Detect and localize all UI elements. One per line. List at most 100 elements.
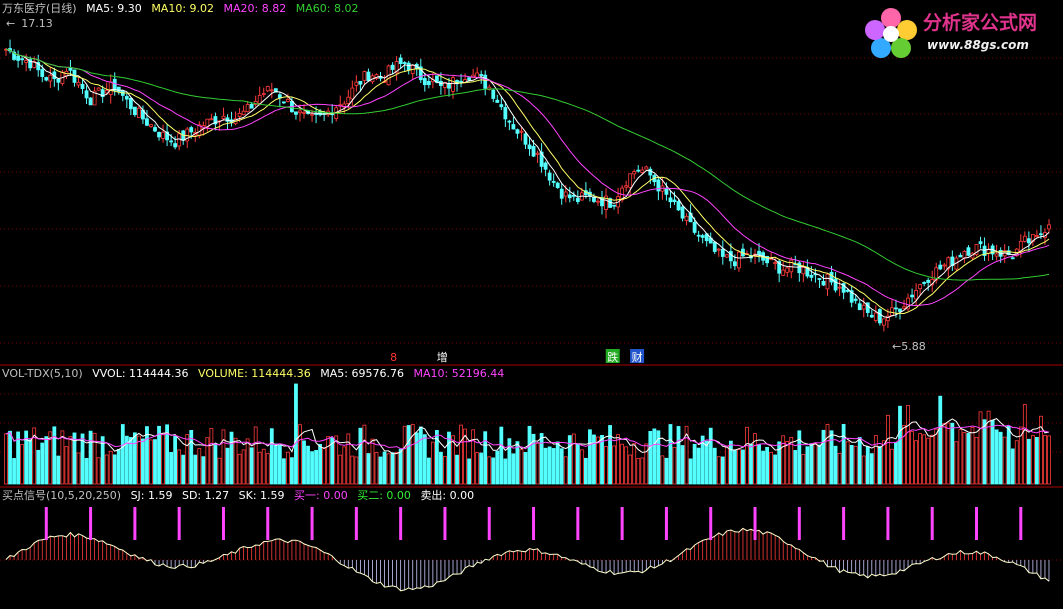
volume-bar <box>680 445 685 485</box>
volume-bar <box>592 434 596 485</box>
candle-body <box>696 234 701 237</box>
volume-bar <box>390 452 395 485</box>
volume-bar <box>841 424 846 485</box>
volume-bar <box>628 454 633 485</box>
candle-body <box>809 274 814 278</box>
volume-bar <box>281 458 286 485</box>
volume-bar <box>579 449 584 485</box>
event-marker: 增 <box>437 350 448 364</box>
candle-body <box>837 286 842 289</box>
candle-body <box>555 182 560 188</box>
candle-body <box>36 62 41 71</box>
volume-bar <box>644 443 649 485</box>
candle-body <box>592 197 596 202</box>
volume-bar <box>418 426 423 485</box>
volume-bar <box>141 438 145 485</box>
price-header: 万东医疗(日线) MA5: 9.30 MA10: 9.02 MA20: 8.82… <box>2 2 364 16</box>
volume-bar <box>217 457 222 485</box>
candle-body <box>632 171 637 175</box>
volume-bar <box>56 455 61 485</box>
candle-body <box>938 264 943 270</box>
candle-body <box>906 297 910 310</box>
candle-body <box>213 116 218 125</box>
candle-body <box>946 257 951 270</box>
volume-bar <box>688 458 693 485</box>
volume-bar <box>181 454 186 485</box>
volume-bar <box>962 432 967 485</box>
volume-bar <box>704 440 709 485</box>
volume-bar <box>402 425 407 485</box>
candle-body <box>1010 257 1015 260</box>
volume-bar <box>632 443 637 485</box>
volume-bar <box>342 446 347 485</box>
candle-body <box>797 262 802 274</box>
volume-bar <box>128 437 133 485</box>
candle-body <box>789 259 794 273</box>
volume-bar <box>761 450 765 485</box>
candle-body <box>80 83 85 89</box>
volume-bar <box>326 436 331 485</box>
candle-body <box>527 144 532 150</box>
candle-body <box>418 66 423 81</box>
volume-bar <box>398 448 403 485</box>
candle-body <box>362 71 367 81</box>
volume-bar <box>737 449 741 485</box>
volume-bar <box>330 437 335 485</box>
candle-body <box>503 107 508 120</box>
volume-bar <box>539 433 544 485</box>
volume-bar <box>773 454 778 485</box>
candle-body <box>664 188 669 195</box>
volume-bar <box>600 434 604 485</box>
candle-body <box>833 278 838 291</box>
ma5-line <box>5 48 1050 319</box>
candle-body <box>978 241 983 245</box>
candle-body <box>559 188 564 199</box>
logo-title: 分析家公式网 <box>923 12 1038 34</box>
volume-bar <box>185 434 190 485</box>
volume-bar <box>938 395 943 485</box>
candle-body <box>672 199 677 203</box>
volume-bar <box>640 457 645 485</box>
candle-body <box>825 273 830 290</box>
volume-bar <box>467 458 472 485</box>
volume-bar <box>793 450 798 485</box>
volume-bar <box>434 430 439 485</box>
candle-body <box>116 86 121 93</box>
candle-body <box>668 197 673 203</box>
candle-body <box>934 267 939 281</box>
volume-bar <box>551 448 556 485</box>
candle-body <box>829 271 834 283</box>
candle-body <box>547 172 552 181</box>
volume-bar <box>978 411 983 485</box>
volume-bar <box>1035 437 1039 485</box>
volume-bar <box>52 426 57 485</box>
volume-bar <box>8 430 12 485</box>
candle-body <box>346 96 351 104</box>
volume-bar <box>68 436 73 485</box>
volume-bar <box>656 430 661 485</box>
volume-bar <box>153 439 157 485</box>
candle-body <box>165 131 169 141</box>
volume-bar <box>620 443 625 485</box>
volume-bar <box>696 447 701 485</box>
legend-ma60: MA60: 8.02 <box>295 2 359 15</box>
volume-bar <box>237 453 242 485</box>
volume-bar <box>1018 426 1023 485</box>
candle-body <box>221 115 226 120</box>
candle-body <box>596 200 600 203</box>
candle-body <box>390 64 395 70</box>
volume-bar <box>28 439 33 485</box>
candle-body <box>145 118 149 126</box>
volume-bar <box>430 441 435 485</box>
volume-bar <box>998 431 1003 485</box>
volume-bar <box>1030 435 1035 485</box>
candle-body <box>132 106 137 116</box>
volume-bar <box>741 449 745 485</box>
volume-bar <box>857 437 862 485</box>
candle-body <box>475 72 480 78</box>
legend-ma5: MA5: 9.30 <box>86 2 142 15</box>
candle-body <box>551 181 556 183</box>
volume-bar <box>64 446 69 485</box>
volume-bar <box>821 429 826 485</box>
candle-body <box>640 169 645 173</box>
